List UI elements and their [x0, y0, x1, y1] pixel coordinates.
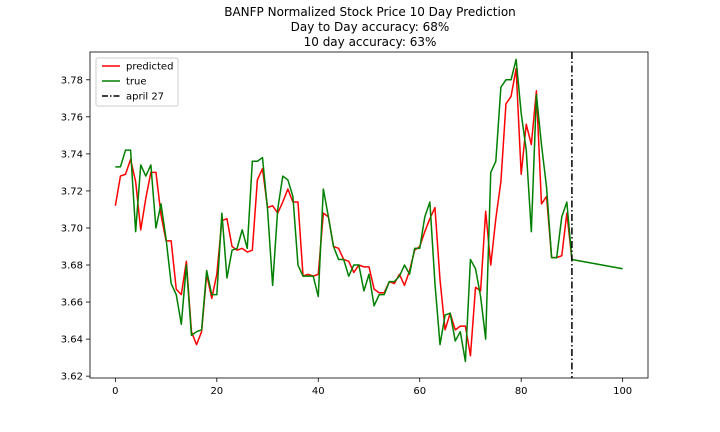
x-tick-label: 0: [112, 386, 118, 397]
chart-subtitle-line-1: Day to Day accuracy: 68%: [291, 20, 450, 34]
ticks-layer: 0 20 40 60 80 100 3.62 3.64 3.66 3.68 3.70 3.72 3.74…: [61, 75, 632, 397]
series-line-true: [115, 58, 623, 363]
legend: predicted true april 27: [95, 57, 179, 107]
y-tick-label: 3.66: [61, 298, 83, 309]
y-tick-label: 3.64: [61, 335, 83, 346]
legend-label-vline: april 27: [126, 92, 164, 103]
x-tick-label: 20: [210, 386, 223, 397]
y-tick-label: 3.72: [61, 186, 83, 197]
series-line-predicted: [114, 67, 573, 357]
y-tick-label: 3.74: [61, 149, 83, 160]
x-tick-label: 60: [413, 386, 426, 397]
plot-frame: [89, 51, 649, 379]
x-tick-label: 40: [312, 386, 325, 397]
series-layer: [114, 58, 623, 363]
legend-label-predicted: predicted: [126, 62, 173, 73]
legend-label-true: true: [126, 77, 147, 88]
legend-box: [95, 57, 179, 107]
y-tick-label: 3.68: [61, 261, 83, 272]
y-tick-label: 3.70: [61, 223, 83, 234]
x-tick-label: 100: [613, 386, 632, 397]
y-tick-label: 3.76: [61, 112, 83, 123]
chart-subtitle-line-2: 10 day accuracy: 63%: [304, 35, 437, 49]
x-tick-label: 80: [515, 386, 528, 397]
y-tick-label: 3.62: [61, 372, 83, 383]
chart-title: BANFP Normalized Stock Price 10 Day Pred…: [224, 5, 516, 19]
y-tick-label: 3.78: [61, 75, 83, 86]
chart-title-group: BANFP Normalized Stock Price 10 Day Pred…: [224, 5, 516, 49]
